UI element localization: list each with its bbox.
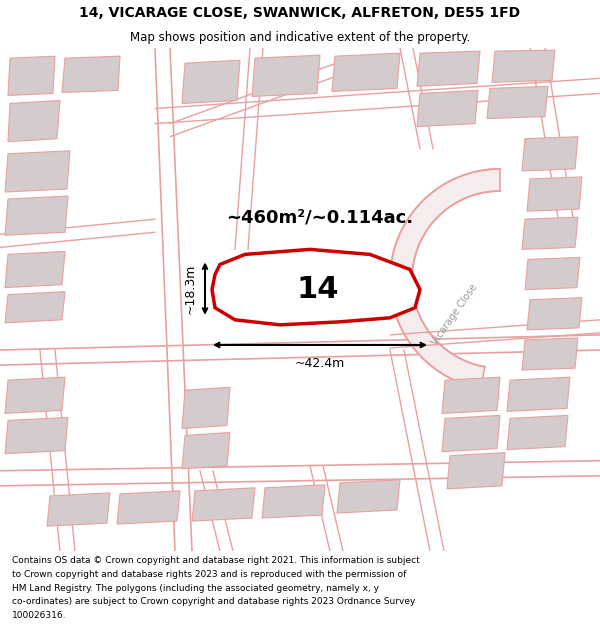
Polygon shape [332, 53, 400, 91]
Text: to Crown copyright and database rights 2023 and is reproduced with the permissio: to Crown copyright and database rights 2… [12, 570, 406, 579]
Polygon shape [5, 418, 68, 454]
Polygon shape [262, 485, 325, 518]
Polygon shape [522, 217, 578, 249]
Text: ~42.4m: ~42.4m [295, 357, 345, 370]
Polygon shape [522, 137, 578, 171]
Text: Map shows position and indicative extent of the property.: Map shows position and indicative extent… [130, 31, 470, 44]
Polygon shape [527, 177, 582, 211]
Text: ~18.3m: ~18.3m [184, 263, 197, 314]
Polygon shape [442, 416, 500, 452]
Polygon shape [417, 51, 480, 86]
Polygon shape [182, 388, 230, 429]
Text: Contains OS data © Crown copyright and database right 2021. This information is : Contains OS data © Crown copyright and d… [12, 556, 420, 566]
Polygon shape [337, 480, 400, 513]
Polygon shape [5, 292, 65, 323]
Polygon shape [5, 377, 65, 413]
Polygon shape [212, 249, 420, 325]
Polygon shape [8, 101, 60, 142]
Polygon shape [525, 258, 580, 289]
Text: 14, VICARAGE CLOSE, SWANWICK, ALFRETON, DE55 1FD: 14, VICARAGE CLOSE, SWANWICK, ALFRETON, … [79, 6, 521, 21]
Polygon shape [442, 377, 500, 413]
Polygon shape [390, 169, 500, 389]
Polygon shape [487, 86, 548, 119]
Polygon shape [417, 91, 478, 127]
Text: 14: 14 [297, 275, 339, 304]
Polygon shape [492, 50, 555, 82]
Polygon shape [252, 55, 320, 96]
Polygon shape [182, 432, 230, 469]
Polygon shape [522, 338, 578, 370]
Polygon shape [507, 416, 568, 449]
Text: 100026316.: 100026316. [12, 611, 67, 620]
Polygon shape [192, 488, 255, 521]
Text: HM Land Registry. The polygons (including the associated geometry, namely x, y: HM Land Registry. The polygons (includin… [12, 584, 379, 592]
Polygon shape [62, 56, 120, 92]
Text: ~460m²/~0.114ac.: ~460m²/~0.114ac. [226, 208, 413, 226]
Text: Vicarage Close: Vicarage Close [430, 282, 480, 348]
Text: co-ordinates) are subject to Crown copyright and database rights 2023 Ordnance S: co-ordinates) are subject to Crown copyr… [12, 598, 415, 606]
Polygon shape [5, 151, 70, 192]
Polygon shape [447, 452, 505, 489]
Polygon shape [117, 491, 180, 524]
Polygon shape [47, 493, 110, 526]
Polygon shape [5, 196, 68, 235]
Polygon shape [527, 298, 582, 330]
Polygon shape [8, 56, 55, 96]
Polygon shape [5, 251, 65, 288]
Polygon shape [182, 60, 240, 104]
Polygon shape [507, 377, 570, 411]
